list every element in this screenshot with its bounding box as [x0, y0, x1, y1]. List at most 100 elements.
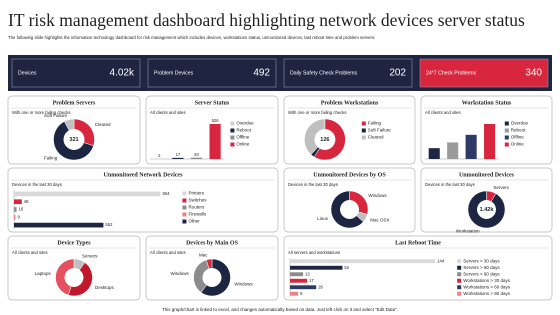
value-label: 26 — [318, 284, 323, 289]
legend-swatch — [230, 121, 235, 126]
legend-label: Online — [236, 142, 250, 147]
bar — [14, 207, 17, 212]
panel — [283, 235, 553, 301]
legend-swatch — [361, 135, 366, 140]
value-label: 8 — [300, 291, 303, 296]
legend-swatch — [504, 128, 509, 133]
legend-label: Offline — [236, 135, 249, 140]
legend-swatch — [230, 135, 235, 140]
value-label: 9 — [17, 214, 20, 219]
donut-segment — [313, 118, 346, 161]
kpi-label: Problem Devices — [154, 70, 194, 76]
kpi-label: Devices — [18, 70, 37, 76]
value-label: 2 — [158, 153, 161, 158]
legend-label: Routers — [188, 205, 205, 210]
panel-title: Workstation Status — [462, 100, 512, 106]
segment-label: Windows — [171, 271, 190, 276]
legend-label: Failing — [368, 121, 382, 126]
segment-label: Windows — [368, 193, 387, 198]
segment-label: Mac — [199, 252, 208, 257]
panel — [7, 167, 279, 233]
donut-segment — [55, 258, 75, 296]
page-subtitle: The following slide highlights the infor… — [8, 35, 375, 40]
value-label: 17 — [176, 152, 181, 157]
legend-label: Workstations > 30 days — [463, 278, 511, 283]
kpi-label: Daily Safety Check Problems — [290, 70, 358, 76]
legend-label: Servers > 60 days — [463, 265, 500, 270]
donut-segment — [467, 190, 506, 229]
kpi-tile — [11, 58, 141, 88]
bar — [428, 148, 440, 159]
legend-swatch — [504, 121, 509, 126]
panel — [7, 95, 141, 165]
bar — [484, 124, 496, 159]
bar — [290, 291, 299, 296]
donut-segment — [304, 118, 326, 155]
legend-label: Printers — [188, 191, 204, 196]
segment-label: Laptops — [35, 271, 52, 276]
bar — [465, 134, 477, 159]
legend-swatch — [457, 259, 462, 264]
bar — [14, 191, 161, 197]
legend-swatch — [182, 219, 187, 224]
donut-segment — [330, 190, 364, 229]
donut-segment — [200, 258, 231, 297]
donut-center-label: 321 — [69, 137, 78, 143]
bar — [290, 278, 308, 283]
panel-subtitle: All clients and sites — [12, 250, 48, 255]
bar — [290, 285, 317, 290]
kpi-value: 202 — [389, 68, 406, 79]
value-label: 17 — [309, 278, 314, 283]
donut-center-label: 126 — [320, 137, 329, 143]
kpi-label: 24*7 Check Problems — [426, 70, 477, 76]
bar — [172, 157, 184, 159]
donut-segment — [53, 121, 94, 161]
legend-label: Other — [188, 219, 200, 224]
segment-label: Windows — [234, 282, 253, 287]
value-label: 48 — [24, 199, 29, 204]
bar — [447, 142, 459, 159]
donut-segment — [205, 258, 213, 270]
panel-subtitle: All servers and workstations — [288, 250, 340, 255]
legend-label: Firewalls — [188, 212, 207, 217]
legend-label: Cleared — [368, 135, 384, 140]
value-label: 52 — [344, 265, 349, 270]
legend-label: Servers > 30 days — [463, 258, 500, 263]
kpi-tile — [419, 58, 549, 88]
segment-label: Soft Failure — [44, 113, 68, 118]
legend-swatch — [182, 205, 187, 210]
legend-swatch — [457, 278, 462, 283]
legend-label: Reboot — [236, 128, 251, 133]
panel-title: Problem Workstations — [321, 100, 379, 106]
panel-subtitle: All clients and sites — [425, 110, 461, 115]
legend-swatch — [457, 265, 462, 270]
panel-subtitle: Devices in the last 30 days — [425, 182, 475, 187]
legend-swatch — [457, 285, 462, 290]
bar — [190, 157, 203, 159]
segment-label: Mac OSX — [370, 217, 389, 222]
panel-title: Last Reboot Time — [395, 240, 441, 246]
panel-title: Device Types — [57, 240, 91, 246]
panel-subtitle: All clients and sites — [150, 250, 186, 255]
panel-subtitle: Devices in the last 30 days — [288, 182, 338, 187]
value-label: 904 — [162, 191, 170, 196]
legend-swatch — [230, 128, 235, 133]
legend-swatch — [361, 128, 366, 133]
bar — [14, 199, 22, 205]
bar — [290, 265, 343, 270]
value-label: 144 — [437, 258, 445, 263]
kpi-value: 340 — [525, 68, 542, 79]
panel-title: Server Status — [195, 100, 230, 106]
legend-label: Soft Failure — [368, 128, 392, 133]
panel-subtitle: With one or more failing checks — [288, 110, 346, 115]
legend-swatch — [361, 121, 366, 126]
legend-label: Servers > 90 days — [463, 271, 500, 276]
bar — [290, 272, 304, 277]
legend-swatch — [457, 272, 462, 277]
segment-label: Desktops — [95, 285, 115, 290]
legend-label: Online — [511, 142, 525, 147]
legend-label: Offline — [511, 135, 524, 140]
panel-title: Unmonitored Network Devices — [104, 172, 184, 178]
kpi-value: 4.02k — [110, 68, 135, 79]
kpi-tile — [283, 58, 413, 88]
